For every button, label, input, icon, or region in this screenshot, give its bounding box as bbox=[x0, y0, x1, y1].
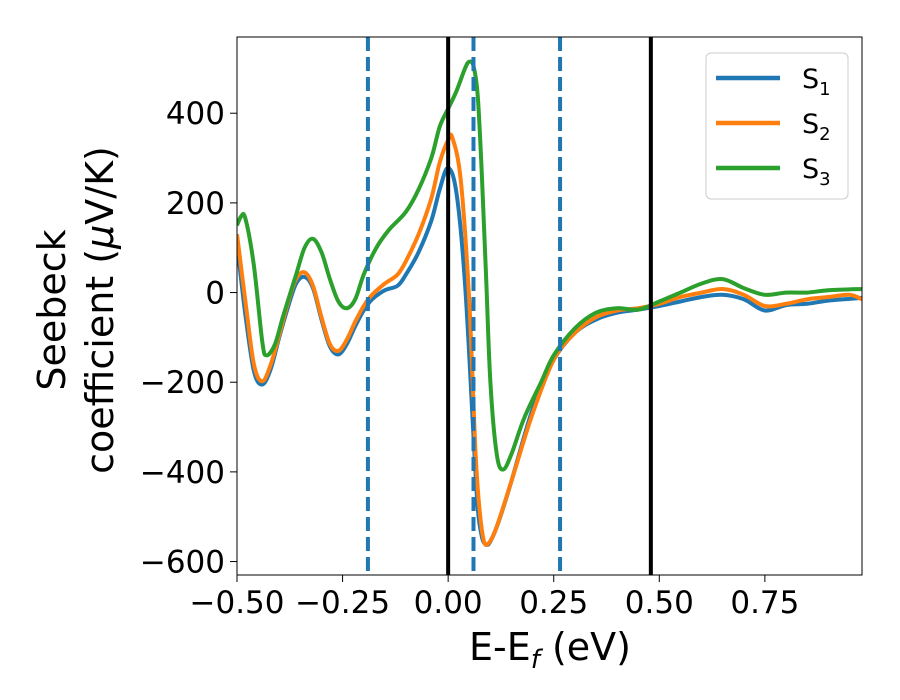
x-axis-title-unit: (eV) bbox=[540, 625, 631, 669]
series-line-s2 bbox=[237, 132, 862, 547]
y-tick-label: −400 bbox=[140, 455, 225, 491]
legend-label-s2-main: S bbox=[802, 109, 819, 140]
x-tick-label: 0.00 bbox=[414, 585, 483, 621]
legend-label-s2: S2 bbox=[802, 109, 831, 145]
series-line-s1 bbox=[237, 165, 862, 547]
series-lines bbox=[237, 59, 862, 547]
legend-label-s3-sub: 3 bbox=[819, 169, 830, 190]
y-axis-title-line1: Seebeck bbox=[30, 229, 74, 390]
y-tick-label: −200 bbox=[140, 365, 225, 401]
x-tick-label: 0.25 bbox=[519, 585, 588, 621]
legend-label-s3-main: S bbox=[802, 154, 819, 185]
reference-lines bbox=[365, 37, 653, 575]
legend-box bbox=[705, 52, 849, 200]
y-tick-label: 400 bbox=[166, 96, 225, 132]
y-tick-label: 0 bbox=[205, 276, 225, 312]
axis-ticks: −0.50 −0.25 0.00 0.25 0.50 0.75 −600 −400 −200 0 2… bbox=[140, 96, 800, 621]
y-axis-title-line2: coefficient (μV/K) bbox=[78, 146, 122, 474]
legend-label-s1: S1 bbox=[802, 64, 831, 100]
legend-label-s1-main: S bbox=[802, 64, 819, 95]
y-axis-title-line2-b: V/K) bbox=[78, 146, 122, 225]
x-tick-label: 0.75 bbox=[730, 585, 799, 621]
legend-label-s3: S3 bbox=[802, 154, 831, 190]
y-axis-title: Seebeck bbox=[30, 229, 74, 390]
x-axis-title-main: E-E bbox=[469, 625, 531, 669]
series-line-s3 bbox=[237, 59, 862, 472]
legend: S1 S2 S3 bbox=[705, 52, 849, 200]
legend-label-s2-sub: 2 bbox=[819, 124, 830, 145]
y-axis-title-line2-a: coefficient ( bbox=[78, 249, 122, 474]
y-axis-title-second: coefficient (μV/K) bbox=[78, 146, 122, 474]
y-tick-label: 200 bbox=[166, 186, 225, 222]
y-axis-title-mu: μ bbox=[78, 225, 122, 250]
x-tick-label: 0.50 bbox=[625, 585, 694, 621]
y-tick-label: −600 bbox=[140, 545, 225, 581]
plot-frame bbox=[236, 36, 863, 576]
x-tick-label: −0.50 bbox=[190, 585, 285, 621]
x-tick-label: −0.25 bbox=[295, 585, 390, 621]
x-axis-title: E-Ef (eV) bbox=[469, 625, 631, 675]
legend-label-s1-sub: 1 bbox=[819, 79, 830, 100]
